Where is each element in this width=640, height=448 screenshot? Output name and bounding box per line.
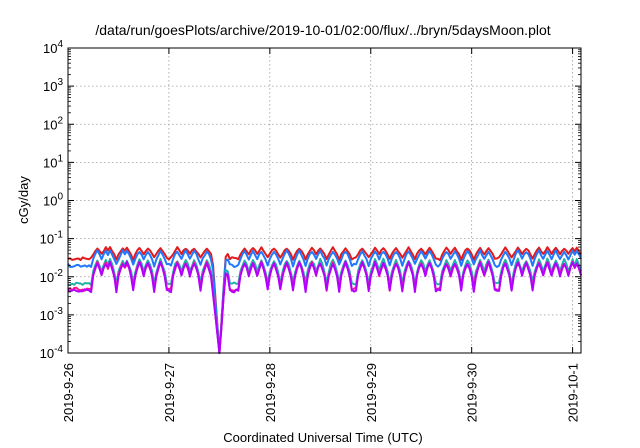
x-tick-label: 2019-9-28: [263, 363, 278, 422]
y-axis-ticks: 10-4 10-3 10-2 10-1 100 101 102 103 104: [40, 39, 581, 361]
y-tick-label: 104: [43, 39, 63, 56]
series-line-2: [67, 249, 582, 354]
x-tick-label: 2019-9-26: [61, 363, 76, 422]
y-axis-label: cGy/day: [16, 176, 31, 224]
y-tick-label: 10-4: [40, 344, 64, 361]
x-axis-label: Coordinated Universal Time (UTC): [223, 430, 422, 445]
series-line-5: [67, 260, 582, 354]
x-tick-label: 2019-9-27: [162, 363, 177, 422]
x-axis-ticks: 2019-9-26 2019-9-27 2019-9-28 2019-9-29 2019…: [61, 48, 581, 422]
y-tick-label: 10-2: [40, 268, 64, 285]
y-tick-label: 10-3: [40, 306, 64, 323]
series-layer: [67, 246, 582, 354]
y-tick-label: 101: [43, 153, 63, 170]
grid: [68, 48, 581, 353]
x-tick-label: 2019-9-29: [364, 363, 379, 422]
y-tick-label: 100: [43, 192, 63, 209]
y-tick-label: 102: [43, 115, 63, 132]
y-tick-label: 103: [43, 77, 63, 94]
y-tick-label: 10-1: [40, 230, 64, 247]
x-tick-label: 2019-10-1: [566, 363, 581, 422]
chart-title: /data/run/goesPlots/archive/2019-10-01/0…: [95, 22, 550, 38]
x-tick-label: 2019-9-30: [465, 363, 480, 422]
series-line-1: [67, 246, 582, 354]
